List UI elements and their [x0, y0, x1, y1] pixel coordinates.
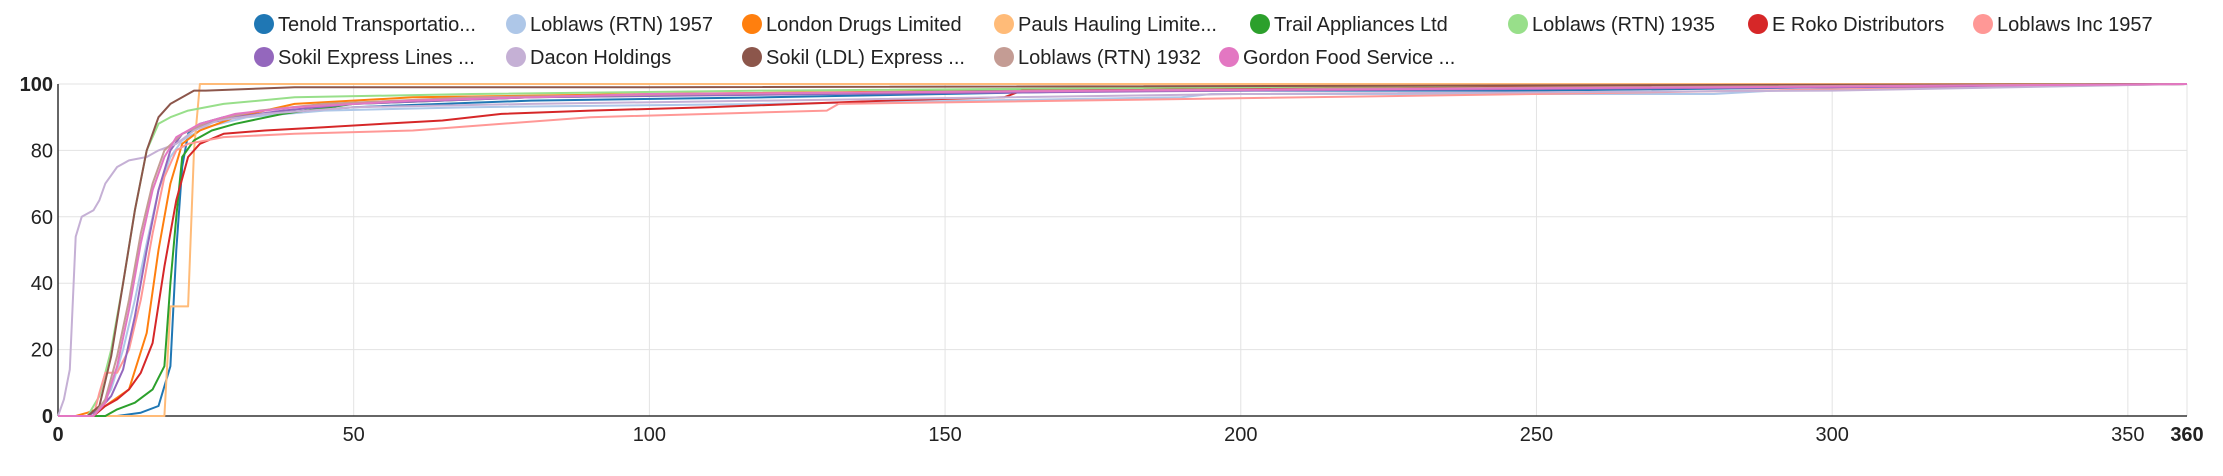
series-line — [57, 83, 2188, 417]
series-line — [58, 83, 2188, 417]
legend-label: Gordon Food Service ... — [1243, 47, 1455, 69]
x-tick-label: 150 — [928, 424, 961, 446]
x-tick-label: 50 — [343, 424, 365, 446]
legend-item[interactable]: Tenold Transportatio... — [254, 14, 476, 36]
x-tick-label: 100 — [633, 424, 666, 446]
legend-label: Loblaws (RTN) 1932 — [1018, 47, 1201, 69]
series-line — [58, 83, 2188, 417]
legend-swatch — [506, 14, 526, 34]
legend-swatch — [994, 14, 1014, 34]
series-line — [58, 83, 2188, 417]
y-tick-label: 80 — [31, 140, 53, 162]
legend-swatch — [1250, 14, 1270, 34]
x-tick-label: 250 — [1520, 424, 1553, 446]
y-tick-label: 0 — [42, 406, 53, 428]
legend-item[interactable]: Loblaws (RTN) 1957 — [506, 14, 713, 36]
legend-item[interactable]: Loblaws (RTN) 1935 — [1508, 14, 1715, 36]
legend-label: Trail Appliances Ltd — [1274, 14, 1448, 36]
series-line — [58, 83, 2188, 417]
series-layer — [57, 83, 2188, 417]
legend: Tenold Transportatio... Loblaws (RTN) 195… — [254, 14, 2153, 69]
legend-swatch — [254, 14, 274, 34]
legend-swatch — [742, 47, 762, 67]
legend-label: London Drugs Limited — [766, 14, 962, 36]
legend-swatch — [1219, 47, 1239, 67]
legend-swatch — [994, 47, 1014, 67]
gridlines — [58, 83, 2188, 416]
y-tick-label: 40 — [31, 273, 53, 295]
series-line — [58, 83, 2188, 417]
series-line — [58, 83, 2188, 417]
legend-label: Pauls Hauling Limite... — [1018, 14, 1217, 36]
legend-item[interactable]: E Roko Distributors — [1748, 14, 1944, 36]
legend-label: E Roko Distributors — [1772, 14, 1944, 36]
y-tick-label: 20 — [31, 340, 53, 362]
legend-item[interactable]: London Drugs Limited — [742, 14, 962, 36]
series-line — [58, 83, 2188, 417]
legend-item[interactable]: Sokil (LDL) Express ... — [742, 47, 965, 69]
legend-item[interactable]: Pauls Hauling Limite... — [994, 14, 1217, 36]
y-tick-label: 100 — [20, 74, 53, 96]
legend-label: Sokil Express Lines ... — [278, 47, 475, 69]
x-tick-label: 300 — [1815, 424, 1848, 446]
legend-swatch — [506, 47, 526, 67]
x-tick-label: 0 — [52, 424, 63, 446]
legend-item[interactable]: Sokil Express Lines ... — [254, 47, 475, 69]
legend-item[interactable]: Loblaws Inc 1957 — [1973, 14, 2153, 36]
legend-item[interactable]: Gordon Food Service ... — [1219, 47, 1455, 69]
series-line — [58, 83, 2188, 417]
legend-swatch — [254, 47, 274, 67]
legend-swatch — [1973, 14, 1993, 34]
legend-swatch — [1508, 14, 1528, 34]
series-line — [58, 83, 2187, 417]
legend-item[interactable]: Trail Appliances Ltd — [1250, 14, 1448, 36]
x-tick-label: 360 — [2170, 424, 2203, 446]
x-tick-label: 200 — [1224, 424, 1257, 446]
series-line — [58, 83, 2188, 417]
series-line — [58, 83, 2188, 417]
legend-label: Loblaws (RTN) 1935 — [1532, 14, 1715, 36]
axes: 0 20 40 60 80 100 0 50 100 150 200 250 300 350 360 — [20, 74, 2204, 446]
legend-label: Loblaws Inc 1957 — [1997, 14, 2153, 36]
y-tick-label: 60 — [31, 207, 53, 229]
legend-label: Dacon Holdings — [530, 47, 671, 69]
legend-swatch — [742, 14, 762, 34]
legend-label: Sokil (LDL) Express ... — [766, 47, 965, 69]
legend-label: Loblaws (RTN) 1957 — [530, 14, 713, 36]
x-tick-label: 350 — [2111, 424, 2144, 446]
legend-item[interactable]: Loblaws (RTN) 1932 — [994, 47, 1201, 69]
legend-label: Tenold Transportatio... — [278, 14, 476, 36]
series-line — [58, 83, 2188, 417]
legend-swatch — [1748, 14, 1768, 34]
legend-item[interactable]: Dacon Holdings — [506, 47, 671, 69]
